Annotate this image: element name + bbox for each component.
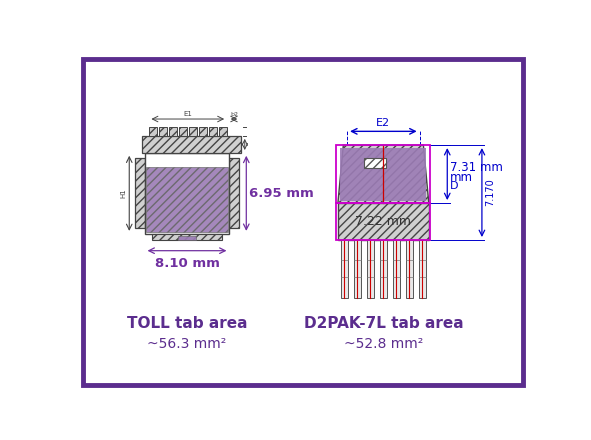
Polygon shape <box>189 127 197 136</box>
Polygon shape <box>145 153 229 234</box>
Text: mm: mm <box>450 171 473 183</box>
Polygon shape <box>419 240 426 297</box>
Text: 6.95 mm: 6.95 mm <box>249 187 314 200</box>
Polygon shape <box>158 127 167 136</box>
Polygon shape <box>367 240 374 297</box>
Polygon shape <box>199 127 207 136</box>
Text: 8.10 mm: 8.10 mm <box>155 257 219 270</box>
Text: D2PAK-7L tab area: D2PAK-7L tab area <box>304 316 463 331</box>
Polygon shape <box>178 236 196 240</box>
Polygon shape <box>168 127 177 136</box>
Polygon shape <box>152 234 222 240</box>
Polygon shape <box>142 136 241 153</box>
Polygon shape <box>148 127 157 136</box>
Polygon shape <box>393 240 400 297</box>
Polygon shape <box>338 203 429 240</box>
Polygon shape <box>341 240 348 297</box>
Polygon shape <box>209 127 217 136</box>
Polygon shape <box>146 167 228 232</box>
Polygon shape <box>354 240 361 297</box>
Text: 7.170: 7.170 <box>485 179 495 206</box>
Polygon shape <box>178 127 187 136</box>
Polygon shape <box>340 147 427 202</box>
Polygon shape <box>219 127 227 136</box>
Text: ~56.3 mm²: ~56.3 mm² <box>147 337 226 351</box>
Text: 7.22 mm: 7.22 mm <box>355 215 411 228</box>
Polygon shape <box>364 158 386 168</box>
Polygon shape <box>338 145 429 203</box>
Text: D: D <box>450 181 459 191</box>
Text: b2: b2 <box>230 112 238 117</box>
Text: 7.31 mm: 7.31 mm <box>450 161 503 174</box>
Polygon shape <box>406 240 413 297</box>
Polygon shape <box>135 158 145 228</box>
Polygon shape <box>229 158 239 228</box>
Text: ~52.8 mm²: ~52.8 mm² <box>344 337 423 351</box>
Text: E2: E2 <box>376 118 391 128</box>
Text: TOLL tab area: TOLL tab area <box>126 316 247 331</box>
Text: H1: H1 <box>121 188 127 198</box>
Polygon shape <box>380 240 387 297</box>
Text: E1: E1 <box>183 111 192 117</box>
